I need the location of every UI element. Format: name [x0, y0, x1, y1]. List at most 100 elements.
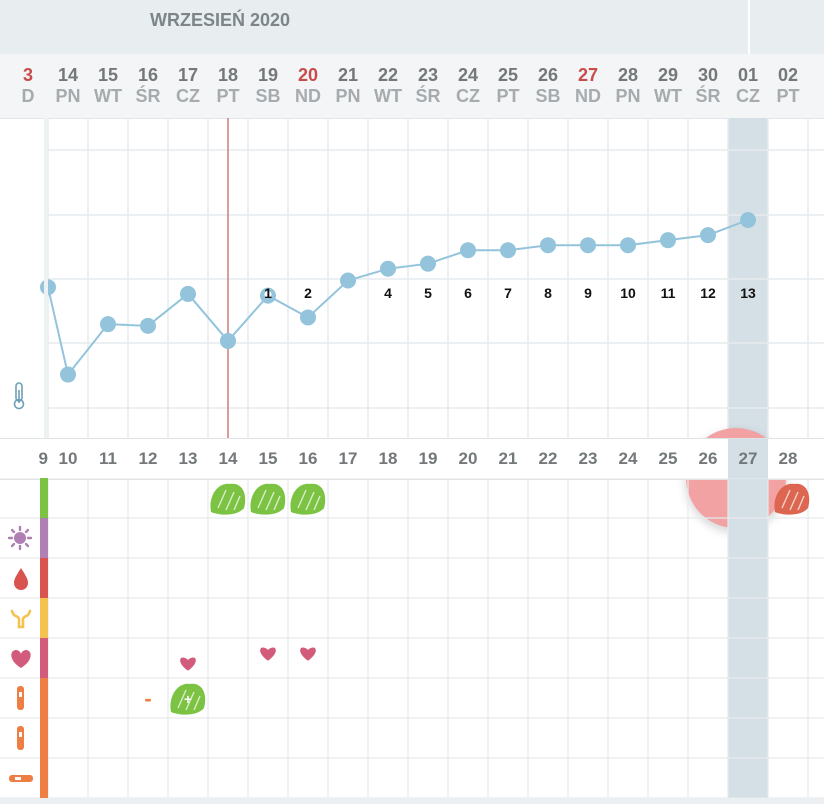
date-cell[interactable]: 17 CZ	[168, 54, 208, 118]
date-number: 17	[177, 65, 199, 85]
temperature-point[interactable]	[340, 272, 356, 289]
date-cell[interactable]: 25 PT	[488, 54, 528, 118]
next-period-mark[interactable]	[774, 483, 810, 515]
temperature-point[interactable]	[460, 242, 476, 259]
date-cell[interactable]: 01 CZ	[728, 54, 768, 118]
temperature-point[interactable]	[500, 242, 516, 259]
row-color-bar	[40, 478, 48, 518]
weekday-label: PT	[216, 86, 240, 106]
date-cell[interactable]: 15 WT	[88, 54, 128, 118]
temperature-point[interactable]	[100, 316, 116, 333]
date-number: 23	[417, 65, 439, 85]
temperature-point[interactable]	[140, 317, 156, 334]
date-number: 14	[57, 65, 79, 85]
month-header: WRZESIEŃ 2020	[0, 0, 824, 54]
temperature-point[interactable]	[580, 237, 596, 254]
cycle-day-cell: 14	[218, 449, 238, 468]
date-cell[interactable]: 19 SB	[248, 54, 288, 118]
temperature-point[interactable]	[540, 237, 556, 254]
pregnancy-test-icon	[17, 726, 24, 750]
date-number: 3	[22, 65, 33, 85]
strip-test-icon	[9, 775, 33, 782]
cycle-day-cell: 17	[338, 449, 358, 468]
drop-icon	[14, 568, 28, 590]
month-label: WRZESIEŃ 2020	[150, 10, 291, 30]
temperature-point[interactable]	[660, 232, 676, 249]
period-mark[interactable]	[290, 483, 326, 515]
cycle-day-cell: 22	[538, 449, 558, 468]
cycle-day-cell: 26	[698, 449, 718, 468]
counter-label: 1	[264, 285, 272, 301]
test-negative-mark[interactable]: -	[144, 686, 151, 711]
cycle-day-cell: 23	[578, 449, 598, 468]
temperature-point[interactable]	[740, 212, 756, 228]
temperature-point[interactable]	[700, 227, 716, 244]
date-cell[interactable]: 16 ŚR	[128, 54, 168, 118]
period-mark[interactable]	[210, 483, 246, 515]
date-number: 30	[697, 65, 719, 85]
date-cell[interactable]: 26 SB	[528, 54, 568, 118]
date-cell[interactable]: 18 PT	[208, 54, 248, 118]
row-color-bar	[40, 678, 48, 718]
date-cell[interactable]: 24 CZ	[448, 54, 488, 118]
ovulation-test-row[interactable]	[0, 678, 48, 718]
weekday-label: ŚR	[695, 86, 721, 106]
weekday-label: SB	[255, 86, 281, 106]
temperature-chart: 1 2 4 5 6 7 8 9 10 11 12 13	[0, 118, 824, 528]
uterus-icon	[10, 609, 32, 629]
date-cell[interactable]: 28 PN	[608, 54, 648, 118]
weekday-label: ŚR	[135, 86, 161, 106]
date-cell[interactable]: 22 WT	[368, 54, 408, 118]
cervix-row[interactable]	[0, 598, 48, 638]
weekday-label: WT	[374, 86, 402, 106]
cycle-day-cell: 20	[458, 449, 478, 468]
test-positive-mark[interactable]	[170, 683, 206, 715]
row-color-bar	[40, 598, 48, 638]
cycle-day-cell: 24	[618, 449, 638, 468]
cycle-day-cell: 15	[258, 449, 278, 468]
weekday-label: CZ	[456, 86, 480, 106]
period-mark[interactable]	[250, 483, 286, 515]
heart-entry	[300, 647, 316, 661]
date-number: 24	[457, 65, 479, 85]
date-cell[interactable]: 14 PN	[48, 54, 88, 118]
date-cell[interactable]: 02 PT	[768, 54, 808, 118]
row-color-bar	[40, 518, 48, 558]
cycle-day-cell: 13	[178, 449, 198, 468]
ovulation-test-icon	[17, 686, 24, 710]
counter-label: 10	[620, 285, 636, 301]
date-cell[interactable]: 21 PN	[328, 54, 368, 118]
date-number: 25	[497, 65, 519, 85]
counter-label: 6	[464, 285, 472, 301]
bleeding-row[interactable]	[0, 558, 48, 598]
weekday-label: SB	[535, 86, 561, 106]
date-cell[interactable]: 27 ND	[568, 54, 608, 118]
love-row[interactable]	[0, 638, 48, 678]
counter-label: 12	[700, 285, 716, 301]
date-cell[interactable]: 30 ŚR	[688, 54, 728, 118]
date-number: 19	[257, 65, 279, 85]
temperature-point[interactable]	[420, 255, 436, 272]
date-number: 26	[537, 65, 559, 85]
counter-label: 9	[584, 285, 592, 301]
cycle-day-cell: 19	[418, 449, 438, 468]
temperature-point[interactable]	[60, 366, 76, 383]
date-cell[interactable]: 20 ND	[288, 54, 328, 118]
temperature-point[interactable]	[220, 332, 236, 349]
mood-row[interactable]	[0, 518, 48, 558]
date-number: 01	[737, 65, 759, 85]
date-cell[interactable]: 23 ŚR	[408, 54, 448, 118]
dates-row: 3 D 14 PN 15 WT 16 ŚR 17 CZ 18 PT 19 SB 20 ND 21 PN 22 WT 23…	[0, 54, 824, 119]
sex-row[interactable]	[0, 478, 48, 518]
temperature-point[interactable]	[180, 285, 196, 302]
weekday-label: PT	[776, 86, 800, 106]
temperature-point[interactable]	[380, 260, 396, 277]
counter-label: 8	[544, 285, 552, 301]
temperature-point[interactable]	[300, 309, 316, 326]
lh-test-row[interactable]	[0, 758, 48, 798]
date-cell[interactable]: 29 WT	[648, 54, 688, 118]
pregnancy-test-row[interactable]	[0, 718, 48, 758]
temperature-point[interactable]	[620, 237, 636, 254]
weekday-label: WT	[654, 86, 682, 106]
